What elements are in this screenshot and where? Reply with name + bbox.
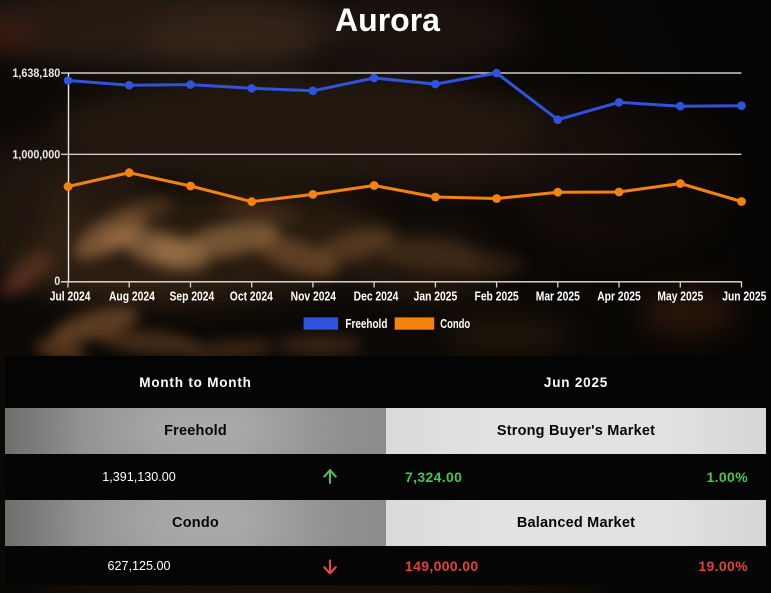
svg-text:Mar 2025: Mar 2025 (536, 290, 581, 304)
svg-text:Oct 2024: Oct 2024 (230, 290, 273, 304)
svg-text:1,638,180: 1,638,180 (12, 67, 60, 80)
svg-text:Nov 2024: Nov 2024 (291, 290, 337, 304)
svg-text:Feb 2025: Feb 2025 (475, 290, 520, 304)
svg-text:Jun 2025: Jun 2025 (722, 290, 767, 304)
svg-text:0: 0 (54, 276, 60, 289)
svg-text:Apr 2025: Apr 2025 (597, 290, 641, 304)
svg-text:Jul 2024: Jul 2024 (50, 290, 91, 304)
svg-text:Aug 2024: Aug 2024 (109, 290, 155, 304)
svg-text:May 2025: May 2025 (657, 290, 703, 304)
svg-text:Freehold: Freehold (345, 318, 387, 331)
svg-text:Dec 2024: Dec 2024 (354, 290, 399, 304)
svg-text:Condo: Condo (440, 318, 470, 332)
svg-text:1,000,000: 1,000,000 (12, 149, 60, 162)
svg-text:Jan 2025: Jan 2025 (414, 290, 458, 304)
svg-text:Sep 2024: Sep 2024 (170, 290, 215, 304)
